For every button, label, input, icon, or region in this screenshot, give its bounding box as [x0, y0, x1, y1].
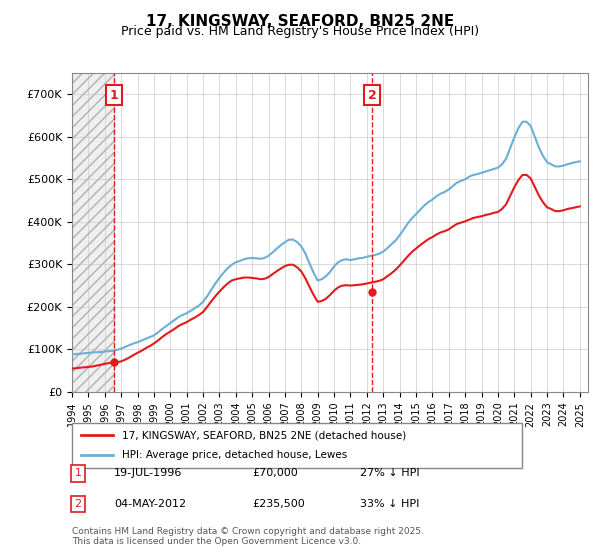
Text: 17, KINGSWAY, SEAFORD, BN25 2NE (detached house): 17, KINGSWAY, SEAFORD, BN25 2NE (detache…	[121, 430, 406, 440]
Text: Price paid vs. HM Land Registry's House Price Index (HPI): Price paid vs. HM Land Registry's House …	[121, 25, 479, 38]
Text: 17, KINGSWAY, SEAFORD, BN25 2NE: 17, KINGSWAY, SEAFORD, BN25 2NE	[146, 14, 454, 29]
Text: £235,500: £235,500	[252, 499, 305, 509]
Text: 1: 1	[74, 468, 82, 478]
Text: 2: 2	[74, 499, 82, 509]
Bar	[72, 73, 114, 392]
Text: HPI: Average price, detached house, Lewes: HPI: Average price, detached house, Lewe…	[121, 450, 347, 460]
Text: £70,000: £70,000	[252, 468, 298, 478]
Text: 33% ↓ HPI: 33% ↓ HPI	[360, 499, 419, 509]
Text: 04-MAY-2012: 04-MAY-2012	[114, 499, 186, 509]
Text: Contains HM Land Registry data © Crown copyright and database right 2025.
This d: Contains HM Land Registry data © Crown c…	[72, 526, 424, 546]
Text: 27% ↓ HPI: 27% ↓ HPI	[360, 468, 419, 478]
Bar	[72, 73, 114, 392]
Text: 19-JUL-1996: 19-JUL-1996	[114, 468, 182, 478]
Text: 2: 2	[368, 88, 377, 102]
Text: 1: 1	[109, 88, 118, 102]
FancyBboxPatch shape	[72, 423, 522, 468]
